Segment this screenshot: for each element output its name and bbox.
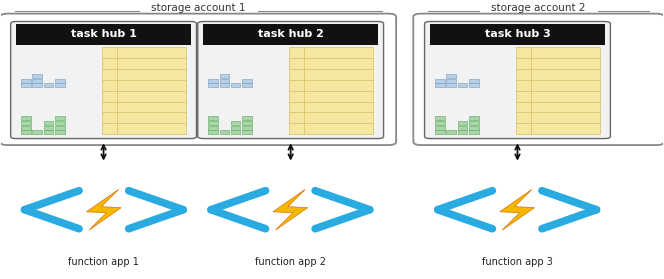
Bar — [469, 79, 479, 83]
FancyBboxPatch shape — [11, 21, 197, 139]
Bar — [21, 130, 31, 134]
Bar — [515, 47, 600, 134]
Bar — [435, 79, 445, 83]
Polygon shape — [86, 189, 122, 230]
FancyBboxPatch shape — [413, 14, 664, 145]
Bar — [231, 130, 240, 134]
Bar — [102, 47, 186, 134]
Bar — [44, 83, 53, 87]
Bar — [220, 74, 229, 78]
Bar — [457, 121, 467, 125]
Text: function app 1: function app 1 — [68, 257, 139, 267]
Bar — [33, 130, 42, 134]
Bar — [242, 126, 252, 129]
Polygon shape — [273, 189, 307, 230]
Bar — [242, 79, 252, 83]
FancyBboxPatch shape — [424, 21, 610, 139]
Bar — [242, 83, 252, 87]
Bar — [21, 116, 31, 120]
Bar — [469, 130, 479, 134]
Polygon shape — [500, 189, 535, 230]
Bar — [469, 121, 479, 125]
Bar — [446, 83, 456, 87]
Text: task hub 2: task hub 2 — [258, 29, 323, 39]
Bar — [446, 74, 456, 78]
Bar — [44, 121, 53, 125]
Bar — [21, 121, 31, 125]
Bar — [220, 79, 229, 83]
Bar — [44, 126, 53, 129]
Text: task hub 1: task hub 1 — [70, 29, 137, 39]
Bar — [33, 79, 42, 83]
Bar — [55, 130, 64, 134]
Bar — [469, 116, 479, 120]
Bar — [55, 126, 64, 129]
Bar — [469, 126, 479, 129]
Bar — [242, 121, 252, 125]
Bar — [55, 79, 64, 83]
Text: task hub 3: task hub 3 — [485, 29, 550, 39]
Text: storage account 2: storage account 2 — [491, 3, 586, 13]
Bar — [289, 47, 373, 134]
Text: function app 2: function app 2 — [255, 257, 326, 267]
FancyBboxPatch shape — [198, 21, 384, 139]
Bar — [435, 83, 445, 87]
Bar — [457, 83, 467, 87]
Bar — [208, 126, 218, 129]
Text: function app 3: function app 3 — [481, 257, 552, 267]
Bar — [208, 116, 218, 120]
Bar — [435, 126, 445, 129]
Bar — [231, 126, 240, 129]
Bar — [435, 116, 445, 120]
Bar — [55, 121, 64, 125]
Bar — [457, 130, 467, 134]
Bar — [430, 24, 605, 45]
FancyBboxPatch shape — [0, 14, 396, 145]
Bar — [33, 83, 42, 87]
Bar — [231, 83, 240, 87]
Bar — [33, 74, 42, 78]
Bar — [435, 130, 445, 134]
Bar — [469, 83, 479, 87]
Bar — [457, 126, 467, 129]
Bar — [435, 121, 445, 125]
Bar — [21, 79, 31, 83]
Bar — [242, 116, 252, 120]
Text: storage account 1: storage account 1 — [151, 3, 246, 13]
Bar — [203, 24, 378, 45]
Bar — [208, 130, 218, 134]
Bar — [55, 83, 64, 87]
Bar — [21, 126, 31, 129]
Bar — [208, 83, 218, 87]
Bar — [220, 83, 229, 87]
Bar — [231, 121, 240, 125]
Bar — [242, 130, 252, 134]
Bar — [446, 130, 456, 134]
Bar — [21, 83, 31, 87]
Bar — [208, 79, 218, 83]
Bar — [208, 121, 218, 125]
Bar — [220, 130, 229, 134]
Bar — [16, 24, 191, 45]
Bar — [55, 116, 64, 120]
Bar — [446, 79, 456, 83]
Bar — [44, 130, 53, 134]
